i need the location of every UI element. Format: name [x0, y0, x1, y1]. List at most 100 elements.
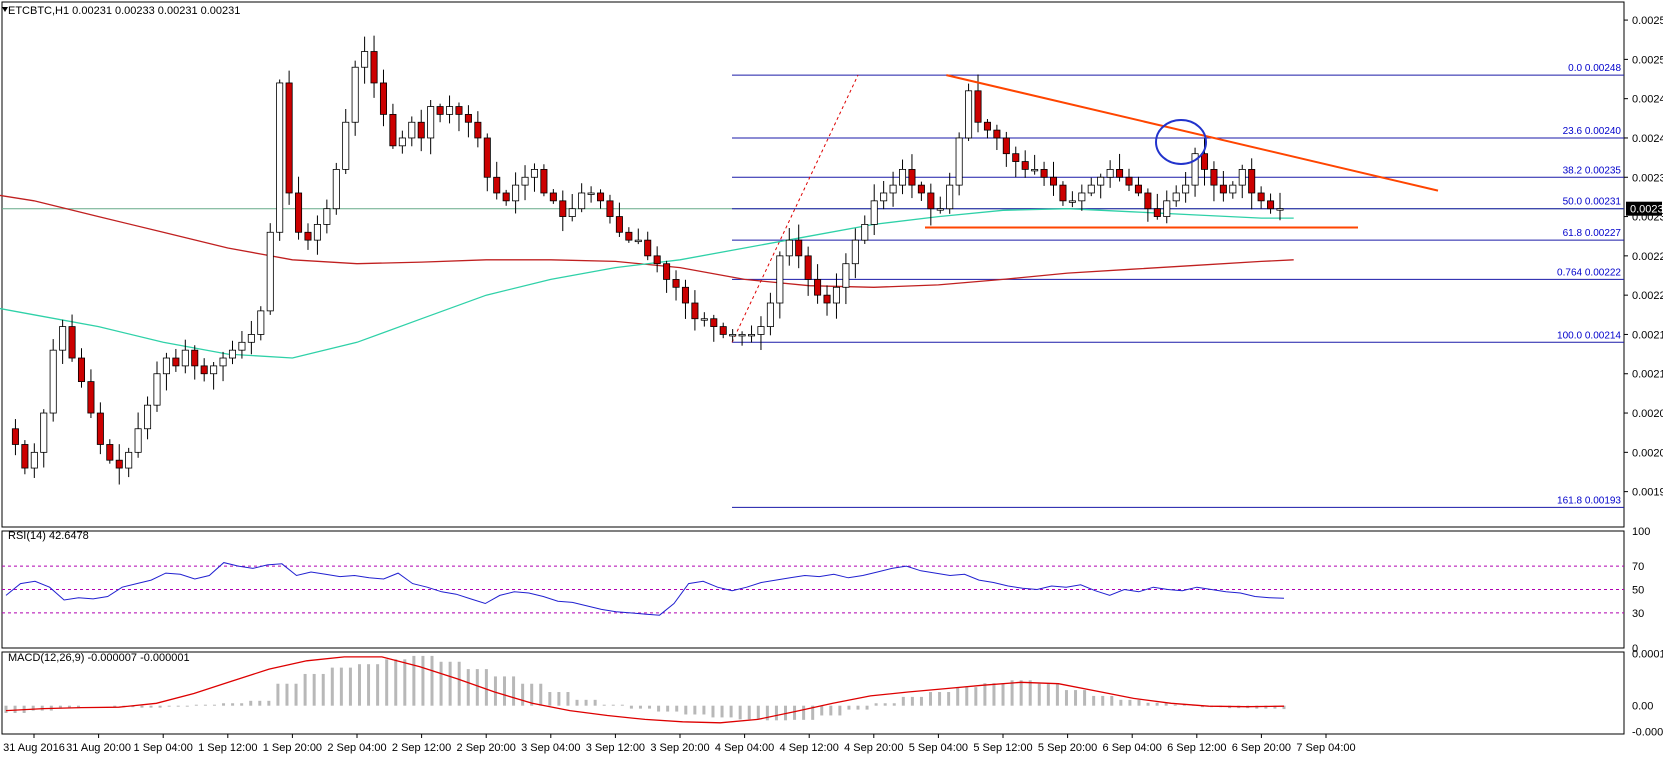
time-tick-label: 5 Sep 04:00	[909, 742, 968, 754]
candle-up	[1191, 153, 1199, 186]
rsi-tick-label: 100	[1632, 526, 1650, 538]
resistance-trendline	[946, 74, 1439, 192]
candle-down	[68, 326, 76, 359]
candle-up	[861, 224, 869, 241]
ma-teal-line	[0, 208, 1294, 359]
candle-up	[427, 106, 435, 139]
candle-up	[125, 451, 133, 469]
candle-down	[1002, 137, 1010, 155]
rsi-tick-label: 0	[1632, 643, 1638, 655]
price-tick-label: 0.00245	[1632, 94, 1663, 106]
main-chart-title: ETCBTC,H1 0.00231 0.00233 0.00231 0.0023…	[8, 5, 240, 17]
candle-down	[1125, 176, 1133, 186]
candle-up	[257, 310, 265, 335]
chart-menu-arrow-icon[interactable]	[2, 7, 8, 12]
fib-anchor-line	[731, 74, 859, 343]
candle-up	[332, 169, 340, 210]
candle-down	[974, 90, 982, 123]
candle-up	[59, 326, 67, 351]
fib-level-label: 0.0 0.00248	[1568, 63, 1621, 74]
price-tick-label: 0.00195	[1632, 487, 1663, 499]
candle-down	[983, 121, 991, 131]
fib-level-label: 23.6 0.00240	[1563, 126, 1622, 137]
macd-tick-label: -0.000053	[1632, 727, 1663, 739]
candle-down	[172, 357, 180, 367]
candle-up	[936, 208, 944, 211]
time-tick-label: 4 Sep 20:00	[844, 742, 903, 754]
candle-up	[1163, 200, 1171, 217]
rsi-title: RSI(14) 42.6478	[8, 530, 89, 542]
candle-up	[40, 412, 48, 453]
candle-up	[266, 231, 274, 312]
candle-up	[408, 121, 416, 139]
candle-up	[49, 349, 57, 414]
candle-down	[644, 239, 652, 257]
candle-down	[615, 216, 623, 233]
candle-up	[955, 137, 963, 186]
candle-down	[370, 51, 378, 84]
time-tick-label: 6 Sep 20:00	[1232, 742, 1291, 754]
candle-up	[880, 192, 888, 202]
rsi-tick-label: 50	[1632, 585, 1644, 597]
candle-up	[842, 263, 850, 288]
price-tick-label: 0.00225	[1632, 251, 1663, 263]
candle-up	[1276, 208, 1284, 211]
time-tick-label: 3 Sep 12:00	[586, 742, 645, 754]
candle-down	[191, 349, 199, 367]
candle-down	[1248, 169, 1256, 194]
candle-up	[587, 192, 595, 195]
candle-up	[153, 373, 161, 406]
time-tick-label: 31 Aug 20:00	[66, 742, 131, 754]
time-tick-label: 5 Sep 12:00	[973, 742, 1032, 754]
current-price-tag-label: 0.00231	[1630, 204, 1663, 216]
fib-level-label: 61.8 0.00227	[1563, 228, 1622, 239]
time-tick-label: 3 Sep 04:00	[521, 742, 580, 754]
candle-down	[417, 121, 425, 139]
candle-down	[814, 279, 822, 296]
candle-down	[681, 286, 689, 304]
candle-up	[512, 184, 520, 202]
candle-down	[1012, 153, 1020, 162]
candle-down	[804, 255, 812, 280]
candle-down	[993, 129, 1001, 139]
candle-up	[398, 137, 406, 147]
candle-down	[795, 239, 803, 257]
candle-up	[965, 90, 973, 139]
candle-up	[748, 334, 756, 337]
macd-panel-frame	[1, 651, 1625, 735]
fib-level-label: 100.0 0.00214	[1557, 330, 1621, 341]
time-tick-label: 4 Sep 04:00	[715, 742, 774, 754]
candle-up	[729, 334, 737, 337]
highlight-circle	[1155, 119, 1207, 165]
candle-up	[521, 176, 529, 186]
candle-down	[200, 365, 208, 375]
candle-up	[1031, 169, 1039, 172]
candle-up	[899, 169, 907, 186]
candle-up	[276, 82, 284, 233]
time-tick-label: 1 Sep 12:00	[198, 742, 257, 754]
candle-up	[446, 106, 454, 115]
rsi-tick-label: 30	[1632, 608, 1644, 620]
price-tick-label: 0.00255	[1632, 15, 1663, 27]
candle-down	[1049, 176, 1058, 186]
macd-tick-label: 0.00	[1632, 701, 1653, 713]
candle-up	[785, 239, 793, 257]
candle-down	[474, 121, 482, 139]
time-tick-label: 4 Sep 12:00	[780, 742, 839, 754]
candle-down	[1210, 169, 1218, 186]
candle-up	[134, 428, 142, 453]
candle-up	[144, 404, 152, 430]
candle-down	[483, 137, 491, 178]
price-tick-label: 0.00240	[1632, 133, 1663, 145]
candle-up	[219, 357, 227, 367]
candle-down	[549, 192, 557, 202]
ma-red-line	[0, 194, 1294, 288]
time-tick-label: 7 Sep 04:00	[1296, 742, 1355, 754]
candle-down	[115, 459, 123, 469]
candle-down	[1200, 153, 1209, 170]
candle-up	[889, 184, 897, 194]
